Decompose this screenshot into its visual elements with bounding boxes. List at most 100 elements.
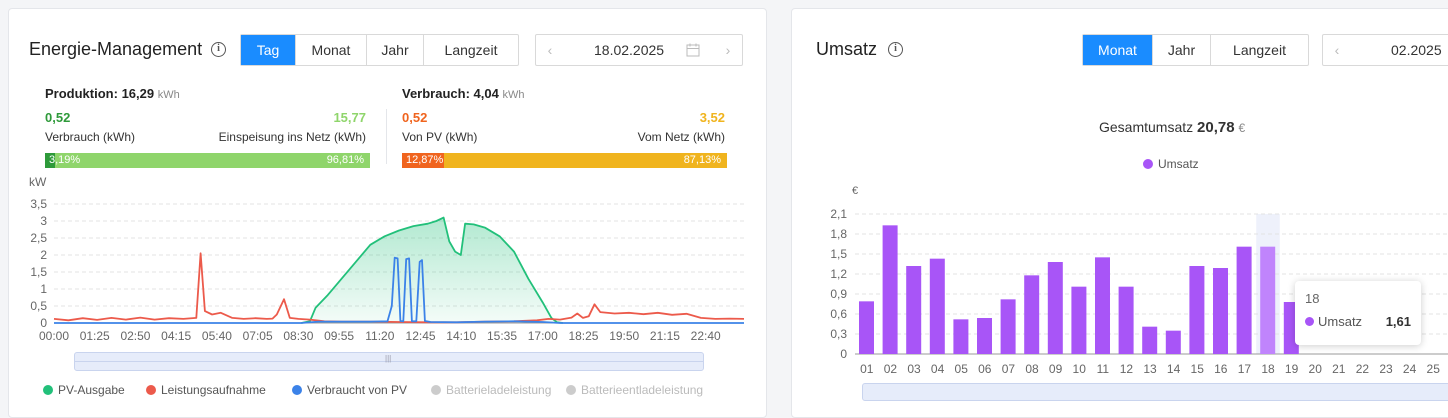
tab-tag[interactable]: Tag [241, 35, 296, 65]
divider [386, 109, 387, 164]
consumption-grid-pct: 87,13% [683, 154, 721, 166]
tab-langzeit[interactable]: Langzeit [444, 42, 498, 58]
x-tick-label: 00:00 [39, 329, 69, 343]
chevron-left-icon[interactable]: ‹ [1334, 42, 1340, 58]
y-tick-label: 0,6 [830, 307, 847, 321]
date-value[interactable]: 18.02.2025 [594, 42, 665, 58]
revenue-bar-chart[interactable]: €0 0,3 0,6 0,9 1,2 1,5 1,8 2,1 01 02 03 04 05 06 07 08 0… [792, 179, 1448, 389]
y-tick-label: 1 [40, 282, 47, 296]
y-tick-label: 1,2 [830, 267, 847, 281]
y-tick-label: 0,9 [830, 287, 847, 301]
x-tick-label: 16 [1214, 362, 1228, 376]
y-tick-label: 2 [40, 248, 47, 262]
x-tick-label: 03 [907, 362, 921, 376]
tooltip-day: 18 [1305, 291, 1320, 306]
y-axis-unit: kW [29, 175, 47, 189]
x-tick-label: 09:55 [324, 329, 354, 343]
x-tick-label: 23 [1379, 362, 1393, 376]
y-tick-label: 1,5 [30, 265, 47, 279]
y-axis-unit: € [852, 185, 858, 197]
x-tick-label: 09 [1049, 362, 1063, 376]
zoom-slider[interactable]: ||| [74, 352, 704, 371]
power-line-chart[interactable]: kW 0 0,5 1 1,5 2 2,5 3 3,5 00:00 01:25 02:50 04:15 05… [9, 169, 767, 349]
bar-07 [1000, 299, 1016, 354]
x-tick-label: 10 [1073, 362, 1087, 376]
x-tick-label: 18:25 [568, 329, 598, 343]
production-ratio-bar: 3,19% 96,81% [45, 153, 370, 168]
production-feed-pct: 96,81% [326, 154, 364, 166]
energy-period-tabs: Tag Monat Jahr Langzeit [240, 34, 519, 66]
calendar-icon[interactable] [686, 43, 700, 57]
bar-15 [1189, 266, 1205, 354]
production-grid-feed-value: 15,77 [333, 110, 366, 125]
y-tick-label: 2,1 [830, 207, 847, 221]
bar-02 [882, 225, 898, 354]
x-tick-label: 24 [1403, 362, 1417, 376]
chevron-left-icon[interactable]: ‹ [547, 42, 553, 58]
tab-jahr[interactable]: Jahr [367, 35, 424, 65]
y-tick-label: 0,5 [30, 299, 47, 313]
chevron-right-icon[interactable]: › [725, 42, 731, 58]
legend-item[interactable]: Leistungsaufnahme [146, 383, 266, 397]
x-tick-label: 02 [884, 362, 898, 376]
production-self-use-value: 0,52 [45, 110, 71, 125]
x-tick-label: 11 [1097, 362, 1110, 376]
series-line-Verbraucht von PV [54, 256, 744, 324]
zoom-slider[interactable] [862, 383, 1448, 401]
bar-03 [906, 266, 922, 354]
bar-04 [929, 258, 945, 354]
revenue-card: Umsatz i Monat Jahr Langzeit ‹ 02.2025 G… [791, 8, 1448, 418]
x-tick-label: 04 [931, 362, 945, 376]
revenue-legend-item[interactable]: Umsatz [1143, 157, 1199, 171]
consumption-header: Verbrauch: 4,04 kWh [402, 86, 525, 101]
bar-06 [977, 318, 992, 354]
consumption-pv-pct: 12,87% [406, 154, 444, 166]
x-tick-label: 06 [978, 362, 992, 376]
y-tick-label: 0 [840, 347, 847, 361]
x-tick-label: 08:30 [283, 329, 313, 343]
x-tick-label: 19 [1285, 362, 1299, 376]
x-tick-label: 07 [1002, 362, 1016, 376]
bar-05 [953, 319, 969, 354]
y-tick-label: 0 [40, 316, 47, 330]
info-icon[interactable]: i [888, 42, 903, 57]
bar-14 [1165, 330, 1181, 354]
tab-langzeit[interactable]: Langzeit [1233, 42, 1286, 58]
x-tick-label: 05 [955, 362, 969, 376]
bar-01 [859, 301, 874, 354]
x-tick-label: 17 [1238, 362, 1252, 376]
x-tick-label: 19:50 [609, 329, 639, 343]
tab-monat[interactable]: Monat [296, 35, 367, 65]
legend-item[interactable]: Batterieentladeleistung [566, 383, 703, 397]
slider-handle-icon[interactable]: ||| [385, 354, 392, 363]
tab-jahr[interactable]: Jahr [1153, 35, 1211, 65]
date-picker[interactable]: ‹ 18.02.2025 › [535, 34, 743, 66]
tooltip-value: 1,61 [1385, 314, 1411, 329]
x-tick-label: 20 [1309, 362, 1323, 376]
x-tick-label: 14:10 [446, 329, 476, 343]
bar-17 [1236, 246, 1252, 354]
y-tick-label: 3 [40, 214, 47, 228]
tab-monat[interactable]: Monat [1083, 35, 1153, 65]
bar-11 [1095, 257, 1110, 354]
legend-item[interactable]: Verbraucht von PV [292, 383, 407, 397]
production-self-pct: 3,19% [49, 154, 81, 166]
legend-item[interactable]: PV-Ausgabe [43, 383, 125, 397]
x-tick-label: 22:40 [691, 329, 721, 343]
x-tick-label: 13 [1143, 362, 1157, 376]
total-revenue: Gesamtumsatz 20,78 € [1099, 119, 1246, 136]
x-tick-label: 14 [1167, 362, 1181, 376]
bar-16 [1213, 268, 1228, 354]
month-value[interactable]: 02.2025 [1391, 42, 1442, 58]
info-icon[interactable]: i [211, 42, 226, 57]
y-tick-label: 0,3 [830, 327, 847, 341]
production-self-use-label: Verbrauch (kWh) [45, 130, 136, 144]
month-picker[interactable]: ‹ 02.2025 [1322, 34, 1448, 66]
x-tick-label: 04:15 [161, 329, 191, 343]
series-line-PV-Ausgabe [301, 216, 564, 324]
x-tick-label: 21:15 [650, 329, 680, 343]
legend-item[interactable]: Batterieladeleistung [431, 383, 551, 397]
revenue-title: Umsatz [816, 39, 878, 59]
x-tick-label: 15 [1191, 362, 1205, 376]
x-tick-label: 11:20 [365, 329, 394, 343]
